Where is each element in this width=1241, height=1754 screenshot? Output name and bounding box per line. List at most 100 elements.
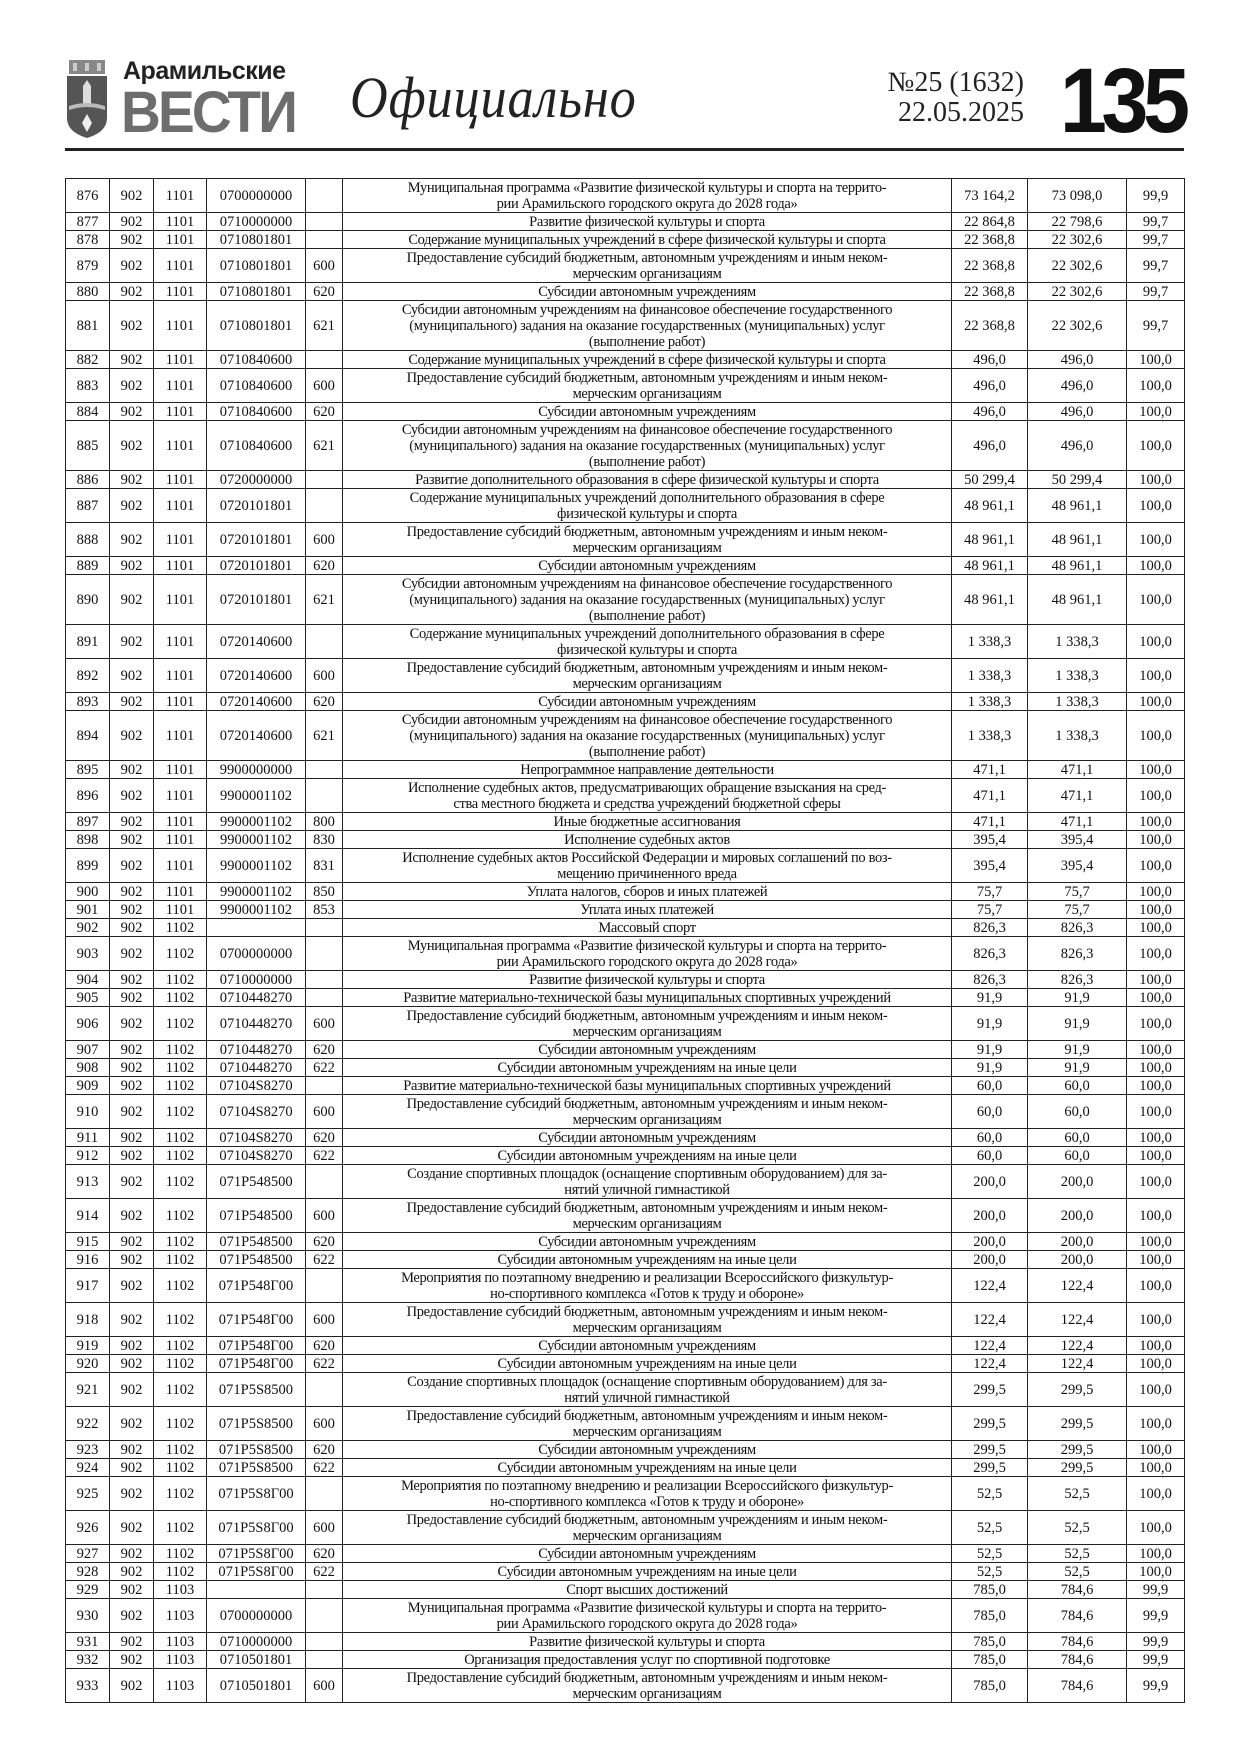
description-cell: Субсидии автономным учреждениям на иные … — [342, 1146, 952, 1165]
actual-amount-cell: 122,4 — [1027, 1268, 1127, 1303]
actual-amount-cell: 471,1 — [1027, 778, 1127, 813]
expense-type-cell: 620 — [305, 402, 343, 421]
section-code-cell: 1101 — [153, 624, 207, 659]
section-code-cell: 1101 — [153, 556, 207, 575]
section-code-cell: 1102 — [153, 936, 207, 971]
actual-amount-cell: 1 338,3 — [1027, 710, 1127, 761]
ved-code-cell: 902 — [109, 1040, 154, 1059]
description-cell: Предоставление субсидий бюджетным, автон… — [342, 658, 952, 693]
target-code-cell: 0710448270 — [206, 1058, 306, 1077]
table-row: 904 902 1102 0710000000 Развитие физической … — [65, 970, 1185, 989]
percent-cell: 100,0 — [1126, 488, 1185, 523]
actual-amount-cell: 60,0 — [1027, 1094, 1127, 1129]
expense-type-cell: 621 — [305, 710, 343, 761]
description-cell: Предоставление субсидий бюджетным, автон… — [342, 1668, 952, 1703]
target-code-cell: 071P5S8Г00 — [206, 1476, 306, 1511]
section-code-cell: 1101 — [153, 658, 207, 693]
expense-type-cell: 600 — [305, 1006, 343, 1041]
target-code-cell — [206, 1580, 306, 1599]
expense-type-cell — [305, 1476, 343, 1511]
page-number: 135 — [1059, 50, 1189, 152]
description-cell: Создание спортивных площадок (оснащение … — [342, 1164, 952, 1199]
percent-cell: 100,0 — [1126, 1354, 1185, 1373]
expense-type-cell — [305, 918, 343, 937]
section-code-cell: 1101 — [153, 710, 207, 761]
section-code-cell: 1101 — [153, 574, 207, 625]
target-code-cell: 0720140600 — [206, 692, 306, 711]
percent-cell: 100,0 — [1126, 1562, 1185, 1581]
ved-code-cell: 902 — [109, 1458, 154, 1477]
actual-amount-cell: 122,4 — [1027, 1302, 1127, 1337]
percent-cell: 100,0 — [1126, 1268, 1185, 1303]
table-row: 929 902 1103 Спорт высших достижений 785,0 78… — [65, 1580, 1185, 1599]
planned-amount-cell: 1 338,3 — [951, 624, 1028, 659]
expense-type-cell — [305, 624, 343, 659]
row-number-cell: 902 — [65, 918, 110, 937]
description-cell: Содержание муниципальных учреждений в сф… — [342, 350, 952, 369]
table-row: 917 902 1102 071P548Г00 Мероприятия по поэта… — [65, 1268, 1185, 1303]
row-number-cell: 912 — [65, 1146, 110, 1165]
target-code-cell: 9900001102 — [206, 812, 306, 831]
target-code-cell: 0710801801 — [206, 248, 306, 283]
description-cell: Содержание муниципальных учреждений допо… — [342, 624, 952, 659]
expense-type-cell: 850 — [305, 882, 343, 901]
planned-amount-cell: 48 961,1 — [951, 574, 1028, 625]
description-cell: Исполнение судебных актов Российской Фед… — [342, 848, 952, 883]
row-number-cell: 910 — [65, 1094, 110, 1129]
target-code-cell: 07104S8270 — [206, 1146, 306, 1165]
ved-code-cell: 902 — [109, 1006, 154, 1041]
planned-amount-cell: 60,0 — [951, 1076, 1028, 1095]
table-row: 933 902 1103 0710501801 600 Предоставление су… — [65, 1668, 1185, 1703]
percent-cell: 100,0 — [1126, 760, 1185, 779]
row-number-cell: 896 — [65, 778, 110, 813]
target-code-cell: 0710840600 — [206, 420, 306, 471]
description-cell: Субсидии автономным учреждениям на финан… — [342, 710, 952, 761]
planned-amount-cell: 52,5 — [951, 1562, 1028, 1581]
percent-cell: 100,0 — [1126, 882, 1185, 901]
ved-code-cell: 902 — [109, 658, 154, 693]
percent-cell: 100,0 — [1126, 1250, 1185, 1269]
row-number-cell: 918 — [65, 1302, 110, 1337]
ved-code-cell: 902 — [109, 1544, 154, 1563]
planned-amount-cell: 75,7 — [951, 882, 1028, 901]
description-cell: Предоставление субсидий бюджетным, автон… — [342, 1406, 952, 1441]
table-row: 898 902 1101 9900001102 830 Исполнение судебн… — [65, 830, 1185, 849]
actual-amount-cell: 75,7 — [1027, 900, 1127, 919]
planned-amount-cell: 826,3 — [951, 936, 1028, 971]
row-number-cell: 925 — [65, 1476, 110, 1511]
actual-amount-cell: 60,0 — [1027, 1128, 1127, 1147]
section-code-cell: 1103 — [153, 1668, 207, 1703]
actual-amount-cell: 91,9 — [1027, 1058, 1127, 1077]
row-number-cell: 913 — [65, 1164, 110, 1199]
target-code-cell: 0710000000 — [206, 1632, 306, 1651]
target-code-cell: 0710448270 — [206, 988, 306, 1007]
table-row: 918 902 1102 071P548Г00 600 Предоставление су… — [65, 1302, 1185, 1337]
table-row: 905 902 1102 0710448270 Развитие материально… — [65, 988, 1185, 1007]
row-number-cell: 889 — [65, 556, 110, 575]
description-cell: Предоставление субсидий бюджетным, автон… — [342, 248, 952, 283]
description-cell: Субсидии автономным учреждениям — [342, 1544, 952, 1563]
description-cell: Предоставление субсидий бюджетным, автон… — [342, 368, 952, 403]
table-row: 922 902 1102 071P5S8500 600 Предоставление су… — [65, 1406, 1185, 1441]
section-code-cell: 1101 — [153, 522, 207, 557]
section-code-cell: 1101 — [153, 300, 207, 351]
row-number-cell: 907 — [65, 1040, 110, 1059]
description-cell: Субсидии автономным учреждениям — [342, 1128, 952, 1147]
row-number-cell: 898 — [65, 830, 110, 849]
actual-amount-cell: 22 302,6 — [1027, 230, 1127, 249]
ved-code-cell: 902 — [109, 178, 154, 213]
expense-type-cell: 600 — [305, 658, 343, 693]
table-row: 887 902 1101 0720101801 Содержание муниципал… — [65, 488, 1185, 523]
expense-type-cell: 620 — [305, 1040, 343, 1059]
target-code-cell: 071P5S8500 — [206, 1440, 306, 1459]
percent-cell: 99,7 — [1126, 248, 1185, 283]
actual-amount-cell: 91,9 — [1027, 988, 1127, 1007]
expense-type-cell: 621 — [305, 420, 343, 471]
ved-code-cell: 902 — [109, 420, 154, 471]
planned-amount-cell: 1 338,3 — [951, 710, 1028, 761]
expense-type-cell — [305, 988, 343, 1007]
section-code-cell: 1102 — [153, 1440, 207, 1459]
table-row: 921 902 1102 071P5S8500 Создание спортивных … — [65, 1372, 1185, 1407]
planned-amount-cell: 50 299,4 — [951, 470, 1028, 489]
table-row: 893 902 1101 0720140600 620 Субсидии автономн… — [65, 692, 1185, 711]
